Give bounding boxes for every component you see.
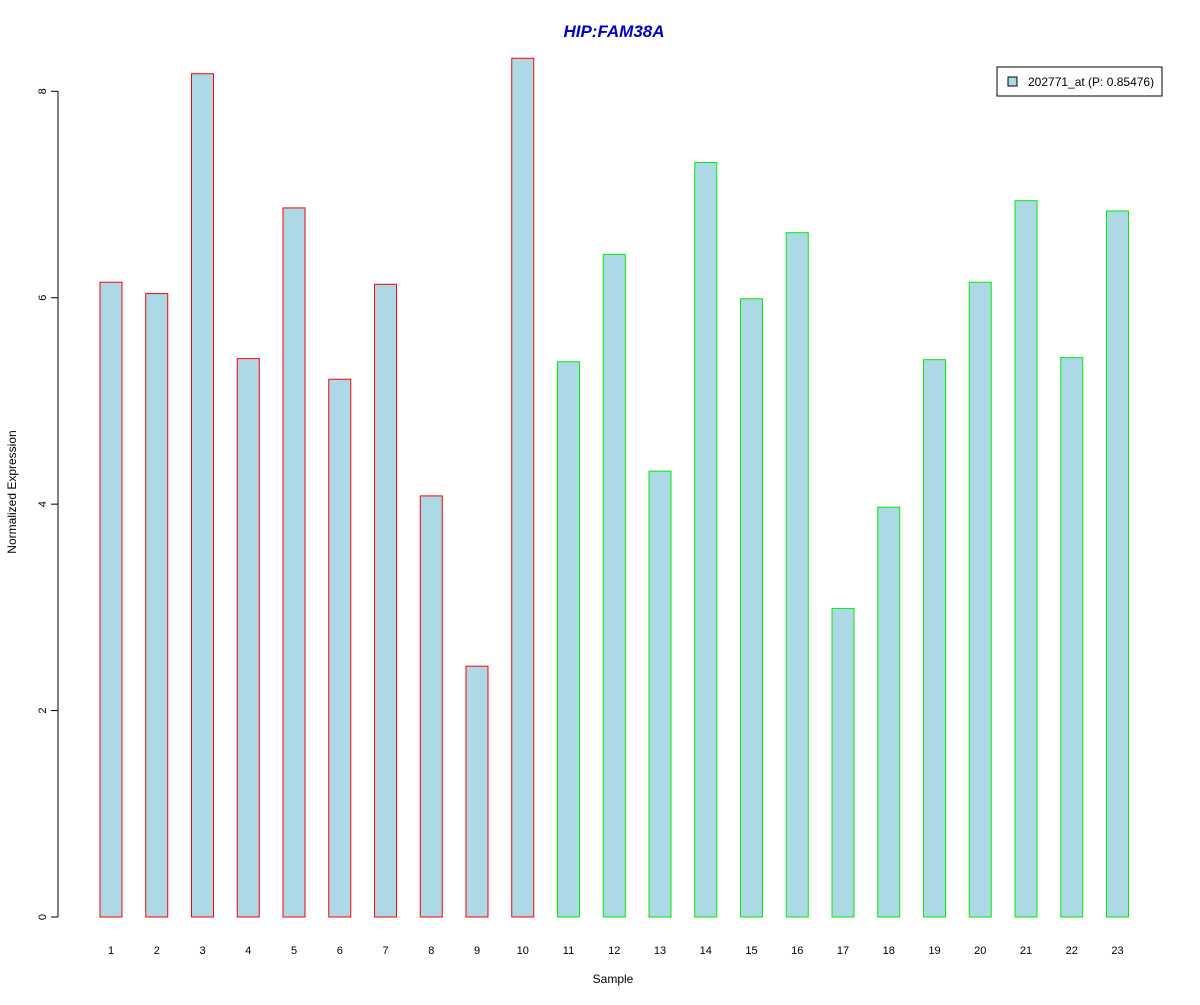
bar-sample-10 <box>511 57 535 918</box>
legend-label: 202771_at (P: 0.85476) <box>1028 75 1154 89</box>
x-tick-label: 12 <box>608 945 620 957</box>
legend-swatch <box>1007 76 1018 87</box>
x-tick-label: 9 <box>474 945 480 957</box>
x-tick-label: 17 <box>837 945 849 957</box>
x-tick-label: 1 <box>108 945 114 957</box>
x-tick-label: 2 <box>154 945 160 957</box>
y-axis-label: Normalized Expression <box>5 430 19 553</box>
bar-sample-18 <box>877 506 901 918</box>
bar-sample-16 <box>785 232 809 918</box>
bar-sample-5 <box>282 207 306 918</box>
x-tick-label: 10 <box>517 945 529 957</box>
bar-sample-20 <box>968 281 992 918</box>
x-tick-label: 22 <box>1066 945 1078 957</box>
bar-sample-1 <box>99 281 123 918</box>
x-tick-label: 13 <box>654 945 666 957</box>
x-tick-labels: 1 2 3 4 5 6 7 8 9 10 11 12 13 14 15 16 17 18 19 20 21 22 23 <box>108 945 1124 957</box>
bar-sample-13 <box>648 470 672 918</box>
x-tick-label: 11 <box>563 945 574 957</box>
x-tick-label: 5 <box>291 945 297 957</box>
y-tick-label: 0 <box>37 914 49 920</box>
bar-sample-11 <box>557 361 580 918</box>
bar-sample-3 <box>191 73 214 918</box>
x-tick-label: 21 <box>1020 945 1032 957</box>
x-tick-label: 6 <box>337 945 343 957</box>
x-tick-label: 7 <box>382 945 388 957</box>
bar-sample-9 <box>465 665 489 918</box>
bar-sample-2 <box>145 293 169 918</box>
bar-sample-8 <box>419 495 443 918</box>
bar-sample-17 <box>831 607 855 918</box>
x-tick-label: 3 <box>199 945 205 957</box>
y-tick-label: 2 <box>37 708 49 714</box>
bar-sample-19 <box>923 359 946 918</box>
x-tick-label: 16 <box>791 945 803 957</box>
y-tick-label: 4 <box>37 501 49 507</box>
bar-sample-23 <box>1106 210 1129 918</box>
bar-sample-4 <box>236 358 260 918</box>
x-tick-label: 14 <box>700 945 712 957</box>
bar-sample-7 <box>374 283 397 918</box>
y-tick-label: 6 <box>37 295 49 301</box>
bar-sample-14 <box>694 162 718 918</box>
bar-sample-12 <box>602 253 626 918</box>
x-tick-label: 23 <box>1111 945 1123 957</box>
x-tick-label: 4 <box>245 945 251 957</box>
x-tick-label: 18 <box>883 945 895 957</box>
y-axis: 0 2 4 6 8 <box>37 88 59 920</box>
bar-sample-21 <box>1014 200 1038 918</box>
x-tick-label: 20 <box>974 945 986 957</box>
x-axis-label: Sample <box>593 972 634 986</box>
bar-sample-15 <box>740 298 763 918</box>
chart-title: HIP:FAM38A <box>563 22 664 41</box>
bar-sample-22 <box>1060 357 1084 918</box>
y-tick-label: 8 <box>37 88 49 94</box>
x-tick-label: 8 <box>428 945 434 957</box>
legend: 202771_at (P: 0.85476) <box>996 66 1163 97</box>
legend-box <box>996 66 1163 97</box>
x-tick-label: 15 <box>745 945 757 957</box>
bars <box>99 57 1129 918</box>
bar-sample-6 <box>328 378 352 918</box>
x-tick-label: 19 <box>928 945 940 957</box>
